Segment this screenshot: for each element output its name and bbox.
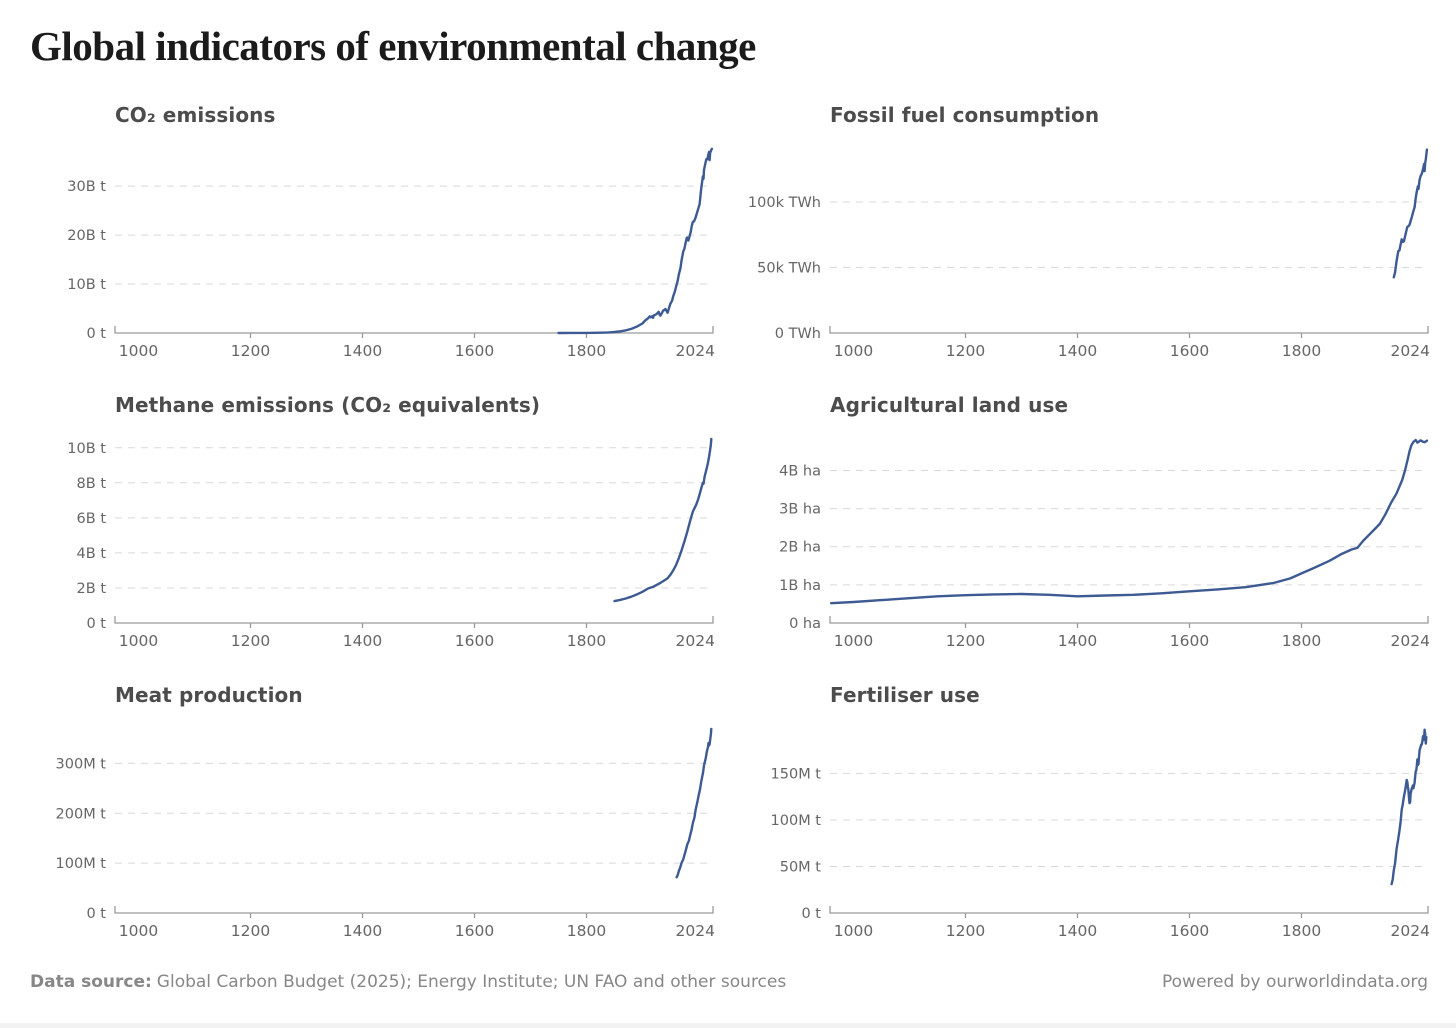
chart-title: Methane emissions (CO₂ equivalents) — [115, 393, 541, 417]
svg-text:0 t: 0 t — [801, 906, 821, 922]
svg-text:1000: 1000 — [834, 342, 873, 360]
svg-text:1000: 1000 — [119, 342, 158, 360]
svg-text:10B t: 10B t — [67, 277, 106, 293]
svg-text:2B t: 2B t — [77, 581, 107, 597]
svg-text:1200: 1200 — [231, 632, 270, 650]
svg-text:1800: 1800 — [567, 342, 606, 360]
data-source-text: Global Carbon Budget (2025); Energy Inst… — [156, 972, 787, 992]
svg-text:200M t: 200M t — [56, 806, 107, 822]
chart-title: Agricultural land use — [830, 393, 1069, 417]
svg-text:2024: 2024 — [1391, 632, 1430, 650]
svg-text:2024: 2024 — [676, 342, 715, 360]
svg-text:150M t: 150M t — [771, 766, 822, 782]
svg-text:1B ha: 1B ha — [779, 578, 821, 594]
svg-text:1800: 1800 — [567, 922, 606, 940]
svg-text:0 t: 0 t — [86, 616, 106, 632]
svg-text:1200: 1200 — [946, 342, 985, 360]
powered-by-link[interactable]: Powered by ourworldindata.org — [1162, 972, 1428, 992]
chart-plot-fossil-fuel-consumption: 0 TWh 50k TWh 100k TWh 1000 1200 1400 1600 1800… — [748, 148, 1430, 360]
svg-text:1600: 1600 — [1170, 342, 1209, 360]
svg-text:4B ha: 4B ha — [779, 464, 821, 480]
chart-agricultural-land-use: Agricultural land use 0 ha 1B ha 2B ha 3B h… — [728, 385, 1430, 675]
svg-text:20B t: 20B t — [67, 228, 106, 244]
svg-text:1000: 1000 — [834, 922, 873, 940]
svg-text:0 t: 0 t — [86, 906, 106, 922]
chart-fertiliser-use: Fertiliser use 0 t 50M t 100M t 150M t 1000 1… — [728, 675, 1430, 965]
chart-meat-production: Meat production 0 t 100M t 200M t 300M t 100… — [30, 675, 728, 965]
svg-text:1400: 1400 — [343, 632, 382, 650]
chart-plot-methane-emissions: 0 t 2B t 4B t 6B t 8B t 10B t 1000 1200 1400 1600… — [67, 437, 715, 650]
svg-text:1800: 1800 — [1282, 922, 1321, 940]
footer: Data source: Global Carbon Budget (2025);… — [30, 972, 1428, 992]
svg-text:3B ha: 3B ha — [779, 502, 821, 518]
svg-text:30B t: 30B t — [67, 179, 106, 195]
svg-text:1200: 1200 — [946, 922, 985, 940]
bottom-edge-strip — [0, 1023, 1456, 1028]
svg-text:1000: 1000 — [834, 632, 873, 650]
svg-text:1400: 1400 — [343, 922, 382, 940]
svg-text:1800: 1800 — [1282, 632, 1321, 650]
svg-text:0 TWh: 0 TWh — [775, 326, 821, 342]
svg-text:100M t: 100M t — [56, 856, 107, 872]
chart-title: CO₂ emissions — [115, 103, 276, 127]
svg-text:6B t: 6B t — [77, 511, 107, 527]
svg-text:0 t: 0 t — [86, 326, 106, 342]
svg-text:1200: 1200 — [231, 342, 270, 360]
svg-text:0 ha: 0 ha — [789, 616, 821, 632]
chart-fossil-fuel-consumption: Fossil fuel consumption 0 TWh 50k TWh 100k… — [728, 95, 1430, 385]
svg-text:2B ha: 2B ha — [779, 540, 821, 556]
svg-text:2024: 2024 — [676, 632, 715, 650]
data-source-label: Data source: — [30, 972, 152, 992]
svg-text:1400: 1400 — [1058, 632, 1097, 650]
svg-text:1600: 1600 — [455, 342, 494, 360]
chart-title: Fossil fuel consumption — [830, 103, 1100, 127]
svg-text:100M t: 100M t — [771, 813, 822, 829]
svg-text:1400: 1400 — [1058, 922, 1097, 940]
svg-text:100k TWh: 100k TWh — [748, 195, 821, 211]
chart-plot-co2-emissions: 0 t 10B t 20B t 30B t 1000 1200 1400 1600 1800 20… — [67, 147, 715, 360]
chart-plot-agricultural-land-use: 0 ha 1B ha 2B ha 3B ha 4B ha 1000 1200 1400 1600… — [779, 438, 1430, 650]
svg-text:1400: 1400 — [343, 342, 382, 360]
svg-text:2024: 2024 — [1391, 342, 1430, 360]
svg-text:1000: 1000 — [119, 632, 158, 650]
chart-methane-emissions: Methane emissions (CO₂ equivalents) 0 t 2… — [30, 385, 728, 675]
svg-text:4B t: 4B t — [77, 546, 107, 562]
svg-text:1800: 1800 — [1282, 342, 1321, 360]
chart-title: Meat production — [115, 683, 303, 707]
svg-text:2024: 2024 — [676, 922, 715, 940]
chart-plot-meat-production: 0 t 100M t 200M t 300M t 1000 1200 1400 1600 180… — [56, 727, 715, 940]
svg-text:1600: 1600 — [455, 922, 494, 940]
svg-text:10B t: 10B t — [67, 441, 106, 457]
page-title: Global indicators of environmental chang… — [30, 23, 756, 69]
charts-grid: CO₂ emissions 0 t 10B t 20B t 30B t 1000 1200… — [30, 95, 1430, 965]
svg-text:300M t: 300M t — [56, 756, 107, 772]
data-source-note: Data source: Global Carbon Budget (2025);… — [30, 972, 786, 992]
svg-text:1000: 1000 — [119, 922, 158, 940]
svg-text:1200: 1200 — [946, 632, 985, 650]
svg-text:2024: 2024 — [1391, 922, 1430, 940]
svg-text:1600: 1600 — [1170, 922, 1209, 940]
chart-title: Fertiliser use — [830, 683, 980, 707]
svg-text:1600: 1600 — [455, 632, 494, 650]
svg-text:1200: 1200 — [231, 922, 270, 940]
svg-text:1600: 1600 — [1170, 632, 1209, 650]
chart-co2-emissions: CO₂ emissions 0 t 10B t 20B t 30B t 1000 1200… — [30, 95, 728, 385]
svg-text:1400: 1400 — [1058, 342, 1097, 360]
svg-text:50k TWh: 50k TWh — [757, 261, 821, 277]
svg-text:8B t: 8B t — [77, 476, 107, 492]
svg-text:50M t: 50M t — [780, 860, 822, 876]
svg-text:1800: 1800 — [567, 632, 606, 650]
chart-plot-fertiliser-use: 0 t 50M t 100M t 150M t 1000 1200 1400 1600 1800… — [771, 728, 1430, 940]
